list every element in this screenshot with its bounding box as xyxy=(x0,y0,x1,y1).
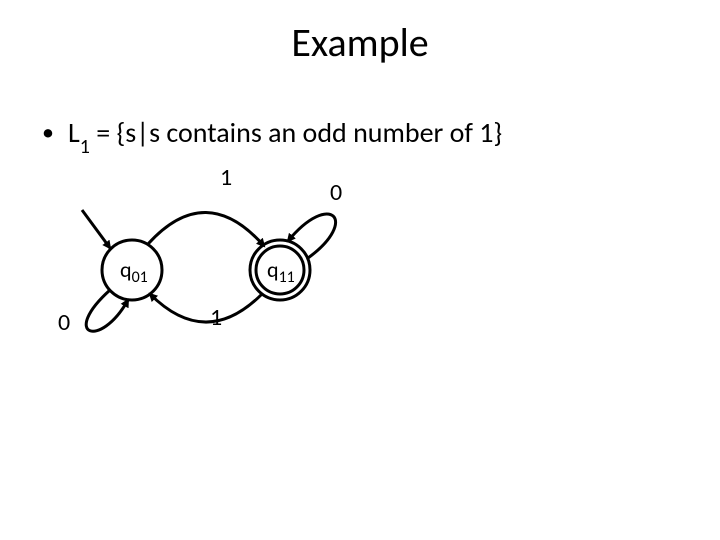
bullet-dot: • xyxy=(42,121,54,145)
automaton-diagram: q01 q11 1 1 0 0 xyxy=(30,160,410,370)
state-q1-label: q11 xyxy=(267,256,295,287)
lang-L-sub: 1 xyxy=(80,135,90,159)
edge-q1-q0 xyxy=(150,294,262,322)
loop-q0-label: 0 xyxy=(58,308,70,337)
lang-def: = {s|s contains an odd number of 1} xyxy=(90,115,502,150)
loop-q0 xyxy=(86,290,128,331)
slide-title: Example xyxy=(0,18,720,67)
edge-q1-q0-label: 1 xyxy=(210,303,222,332)
start-arrow xyxy=(82,210,110,248)
bullet-line: • L1 = {s|s contains an odd number of 1} xyxy=(42,115,502,155)
lang-L: L xyxy=(68,115,80,150)
bullet-text: L1 = {s|s contains an odd number of 1} xyxy=(68,115,502,155)
loop-q1-label: 0 xyxy=(330,178,342,207)
slide: Example • L1 = {s|s contains an odd numb… xyxy=(0,0,720,540)
state-q0-label: q01 xyxy=(120,256,148,287)
edge-q0-q1-label: 1 xyxy=(220,163,232,192)
edge-q0-q1 xyxy=(148,212,264,246)
